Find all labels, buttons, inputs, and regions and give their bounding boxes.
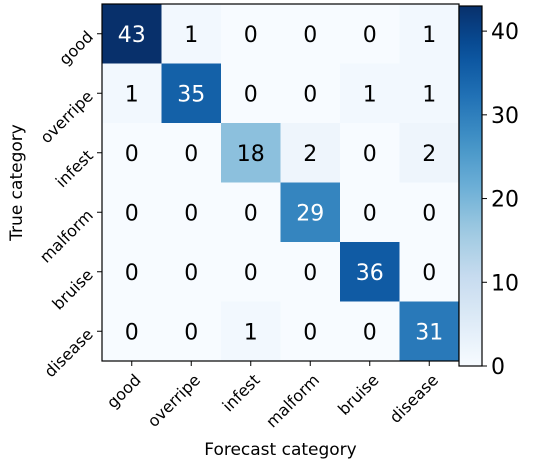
cell-value-label: 0: [363, 201, 377, 226]
heatmap-cell: [399, 182, 460, 243]
cell-value-label: 43: [118, 23, 146, 48]
y-tick-label: good: [55, 27, 97, 69]
cell-value-label: 1: [125, 82, 139, 107]
cell-value-label: 0: [244, 82, 258, 107]
cell-value-label: 35: [177, 82, 205, 107]
heatmap-cell: [221, 182, 281, 243]
cell-value-label: 0: [184, 142, 198, 167]
cell-value-label: 1: [244, 320, 258, 345]
colorbar: [458, 5, 483, 367]
cell-value-label: 0: [363, 320, 377, 345]
x-tick-label: bruise: [334, 370, 382, 418]
colorbar-tick-label: 40: [491, 20, 519, 45]
x-tick-label: disease: [386, 370, 442, 426]
y-axis-label: True category: [7, 124, 27, 242]
cell-value-label: 0: [303, 320, 317, 345]
heatmap-cell: [221, 301, 281, 362]
heatmap-cell: [161, 182, 222, 243]
heatmap-cell: [102, 242, 162, 302]
cell-value-label: 1: [422, 82, 436, 107]
heatmap-cell: [399, 242, 460, 302]
heatmap-cell: [280, 123, 341, 183]
heatmap-cells: [102, 4, 460, 362]
cell-value-label: 0: [184, 201, 198, 226]
cell-value-label: 0: [125, 320, 139, 345]
cell-value-label: 1: [363, 82, 377, 107]
cell-value-label: 31: [415, 320, 443, 345]
heatmap-cell: [102, 182, 162, 243]
x-tick-label: malform: [262, 370, 323, 431]
colorbar-tick-label: 30: [491, 104, 519, 129]
colorbar-ticks: 0 10 20 30 40: [482, 20, 519, 380]
heatmap-cell: [340, 123, 400, 183]
heatmap-cell: [161, 301, 222, 362]
colorbar-tick-label: 10: [491, 271, 519, 296]
cell-value-label: 2: [303, 142, 317, 167]
cell-value-labels: 43 1 0 0 0 1 1 35 0 0 1 1 0 0 18 2 0 2 0 0 0 29 0 0 0 0 0 0 36 0 0 0 1 0 0…: [118, 23, 444, 346]
cell-value-label: 0: [422, 201, 436, 226]
heatmap-cell: [399, 301, 460, 362]
heatmap-cell: [221, 63, 281, 124]
heatmap-cell: [102, 301, 162, 362]
cell-value-label: 0: [244, 23, 258, 48]
heatmap-cell: [221, 4, 281, 64]
heatmap-cell: [280, 242, 341, 302]
heatmap-cell: [161, 63, 222, 124]
heatmap-cell: [221, 123, 281, 183]
heatmap-cell: [340, 4, 400, 64]
cell-value-label: 0: [303, 82, 317, 107]
cell-value-label: 0: [363, 23, 377, 48]
x-tick-label: infest: [219, 370, 264, 415]
heatmap-cell: [340, 63, 400, 124]
x-tick-label: overripe: [144, 370, 204, 430]
heatmap-cell: [280, 301, 341, 362]
cell-value-label: 1: [422, 23, 436, 48]
heatmap-cell: [280, 4, 341, 64]
heatmap-cell: [102, 123, 162, 183]
heatmap-cell: [161, 123, 222, 183]
heatmap-cell: [280, 182, 341, 243]
y-tick-label: malform: [36, 206, 97, 267]
colorbar-tick-label: 20: [491, 188, 519, 213]
heatmap-cell: [340, 301, 400, 362]
heatmap-cell: [399, 4, 460, 64]
x-tick-label: good: [103, 370, 145, 412]
colorbar-tick-label: 0: [491, 355, 505, 380]
cell-value-label: 0: [422, 261, 436, 286]
y-tick-label: infest: [52, 146, 97, 191]
cell-value-label: 36: [356, 261, 384, 286]
heatmap-cell: [102, 4, 162, 64]
heatmap-cell: [340, 182, 400, 243]
heatmap-cell: [161, 242, 222, 302]
cell-value-label: 2: [422, 142, 436, 167]
heatmap-cell: [399, 63, 460, 124]
cell-value-label: 0: [244, 261, 258, 286]
cell-value-label: 18: [237, 142, 265, 167]
cell-value-label: 29: [296, 201, 324, 226]
cell-value-label: 0: [125, 261, 139, 286]
y-tick-label: bruise: [48, 265, 96, 313]
cell-value-label: 0: [303, 23, 317, 48]
heatmap-cell: [221, 242, 281, 302]
cell-value-label: 0: [125, 142, 139, 167]
cell-value-label: 0: [244, 201, 258, 226]
heatmap-cell: [340, 242, 400, 302]
cell-value-label: 0: [184, 261, 198, 286]
cell-value-label: 0: [184, 320, 198, 345]
x-axis-label: Forecast category: [204, 440, 356, 460]
cell-value-label: 1: [184, 23, 198, 48]
cell-value-label: 0: [125, 201, 139, 226]
y-tick-label: overripe: [36, 87, 96, 147]
y-tick-label: disease: [40, 325, 96, 381]
heatmap-cell: [102, 63, 162, 124]
heatmap-cell: [161, 4, 222, 64]
cell-value-label: 0: [363, 142, 377, 167]
heatmap-cell: [399, 123, 460, 183]
heatmap-cell: [280, 63, 341, 124]
cell-value-label: 0: [303, 261, 317, 286]
